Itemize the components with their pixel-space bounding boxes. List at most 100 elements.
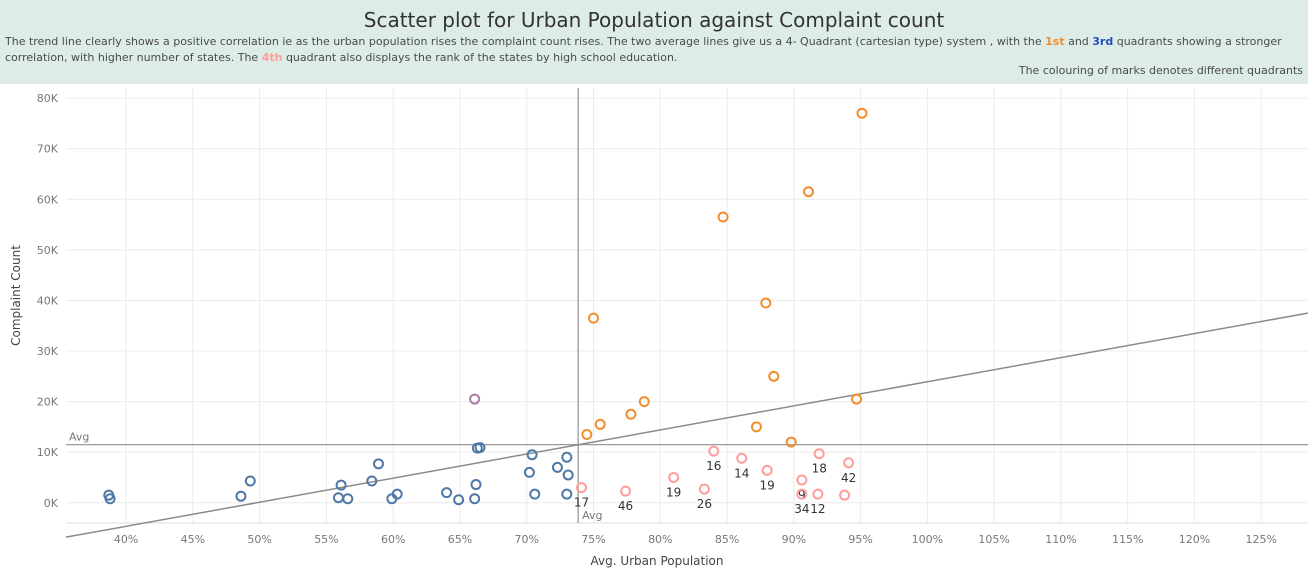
quadrant-4-point <box>736 452 748 464</box>
quadrant-2-point <box>469 393 481 405</box>
quadrant-4-point <box>813 448 825 460</box>
quadrant-3-highlight: 3rd <box>1092 35 1114 48</box>
quadrant-4-point <box>796 488 808 500</box>
quadrant-3-point <box>335 479 347 491</box>
x-tick-label: 90% <box>782 533 806 546</box>
x-tick-label: 125% <box>1246 533 1277 546</box>
chart-header: Scatter plot for Urban Population agains… <box>0 0 1308 84</box>
x-tick-label: 50% <box>247 533 271 546</box>
x-tick-label: 60% <box>381 533 405 546</box>
quadrant-3-point <box>366 475 378 487</box>
x-axis-title: Avg. Urban Population <box>590 554 723 568</box>
quadrant-1-point <box>638 396 650 408</box>
x-tick-label: 105% <box>978 533 1009 546</box>
quadrant-1-point <box>581 428 593 440</box>
quadrant-3-point <box>551 461 563 473</box>
x-tick-label: 115% <box>1112 533 1143 546</box>
quadrant-4-point <box>575 482 587 494</box>
y-tick-label: 80K <box>37 92 59 105</box>
quadrant-1-point <box>750 421 762 433</box>
x-tick-label: 95% <box>848 533 872 546</box>
quadrant-4-point <box>761 464 773 476</box>
x-tick-label: 55% <box>314 533 338 546</box>
y-tick-label: 70K <box>37 143 59 156</box>
x-tick-label: 110% <box>1045 533 1076 546</box>
x-tick-label: 85% <box>715 533 739 546</box>
quadrant-3-point <box>469 493 481 505</box>
rank-label: 34 <box>794 502 809 516</box>
y-tick-label: 30K <box>37 345 59 358</box>
desc-text-3: quadrants showing a stronger correlation… <box>5 35 1282 64</box>
reference-lines: Avg Avg <box>65 88 1308 538</box>
trend-line <box>65 312 1308 538</box>
rank-label: 19 <box>759 478 774 492</box>
y-tick-label: 40K <box>37 294 59 307</box>
quadrant-4-point <box>668 471 680 483</box>
rank-label: 16 <box>706 459 721 473</box>
quadrant-1-point <box>785 436 797 448</box>
quadrant-4-point <box>698 483 710 495</box>
x-average-label: Avg <box>582 509 602 522</box>
quadrant-3-point <box>562 469 574 481</box>
quadrant-4-point <box>812 488 824 500</box>
quadrant-4-point <box>839 489 851 501</box>
quadrant-1-point <box>760 297 772 309</box>
y-tick-label: 0K <box>44 497 59 510</box>
rank-label: 18 <box>812 462 827 476</box>
x-tick-label: 80% <box>648 533 672 546</box>
rank-label: 42 <box>841 471 856 485</box>
quadrant-3-point <box>235 490 247 502</box>
quadrant-4-point <box>796 474 808 486</box>
quadrant-3-point <box>104 493 116 505</box>
quadrant-3-point <box>332 492 344 504</box>
chart-title: Scatter plot for Urban Population agains… <box>363 8 945 32</box>
quadrant-1-point <box>856 107 868 119</box>
quadrant-3-point <box>529 488 541 500</box>
rank-label: 19 <box>666 485 681 499</box>
rank-label: 17 <box>574 496 589 510</box>
quadrant-3-point <box>470 479 482 491</box>
rank-label: 46 <box>618 499 633 513</box>
rank-label: 9 <box>798 488 806 502</box>
rank-label: 26 <box>697 497 712 511</box>
y-axis-title: Complaint Count <box>9 245 23 346</box>
quadrant-3-point <box>373 458 385 470</box>
quadrant-3-point <box>391 488 403 500</box>
quadrant-3-point <box>244 475 256 487</box>
x-tick-label: 45% <box>181 533 205 546</box>
quadrant-3-point <box>523 466 535 478</box>
quadrant-3-point <box>342 493 354 505</box>
x-tick-label: 70% <box>515 533 539 546</box>
x-tick-label: 120% <box>1179 533 1210 546</box>
scatter-chart: Avg Avg 17 46 19 26 16 14 19 934 18 12 42 40% 45% 50%… <box>9 88 1308 568</box>
rank-label: 12 <box>810 502 825 516</box>
tick-labels: 40% 45% 50% 55% 60% 65% 70% 75% 80% 85% 90% 95% 100%… <box>9 92 1277 568</box>
quadrant-3-point <box>561 488 573 500</box>
y-tick-label: 50K <box>37 244 59 257</box>
quadrant-3-point <box>526 449 538 461</box>
x-tick-label: 65% <box>448 533 472 546</box>
desc-text-1: The trend line clearly shows a positive … <box>5 35 1046 48</box>
y-tick-label: 20K <box>37 396 59 409</box>
chart-description: The trend line clearly shows a positive … <box>5 34 1300 66</box>
quadrant-4-point <box>843 457 855 469</box>
x-tick-label: 75% <box>581 533 605 546</box>
x-tick-label: 40% <box>114 533 138 546</box>
quadrant-1-point <box>768 370 780 382</box>
quadrant-1-point <box>717 211 729 223</box>
quadrant-4-point <box>620 485 632 497</box>
y-tick-label: 60K <box>37 193 59 206</box>
desc-text-4: quadrant also displays the rank of the s… <box>282 51 678 64</box>
quadrant-1-point <box>803 186 815 198</box>
desc-text-2: and <box>1064 35 1093 48</box>
grid-layer <box>66 88 1308 524</box>
colour-note: The colouring of marks denotes different… <box>1018 64 1303 77</box>
quadrant-3-point <box>474 442 486 454</box>
quadrant-1-point <box>625 408 637 420</box>
quadrant-3-point <box>453 494 465 506</box>
rank-label: 14 <box>734 466 749 480</box>
quadrant-4-point <box>708 445 720 457</box>
y-tick-label: 10K <box>37 446 59 459</box>
quadrant-3-point <box>441 487 453 499</box>
data-marks: 17 46 19 26 16 14 19 934 18 12 42 <box>103 107 868 516</box>
